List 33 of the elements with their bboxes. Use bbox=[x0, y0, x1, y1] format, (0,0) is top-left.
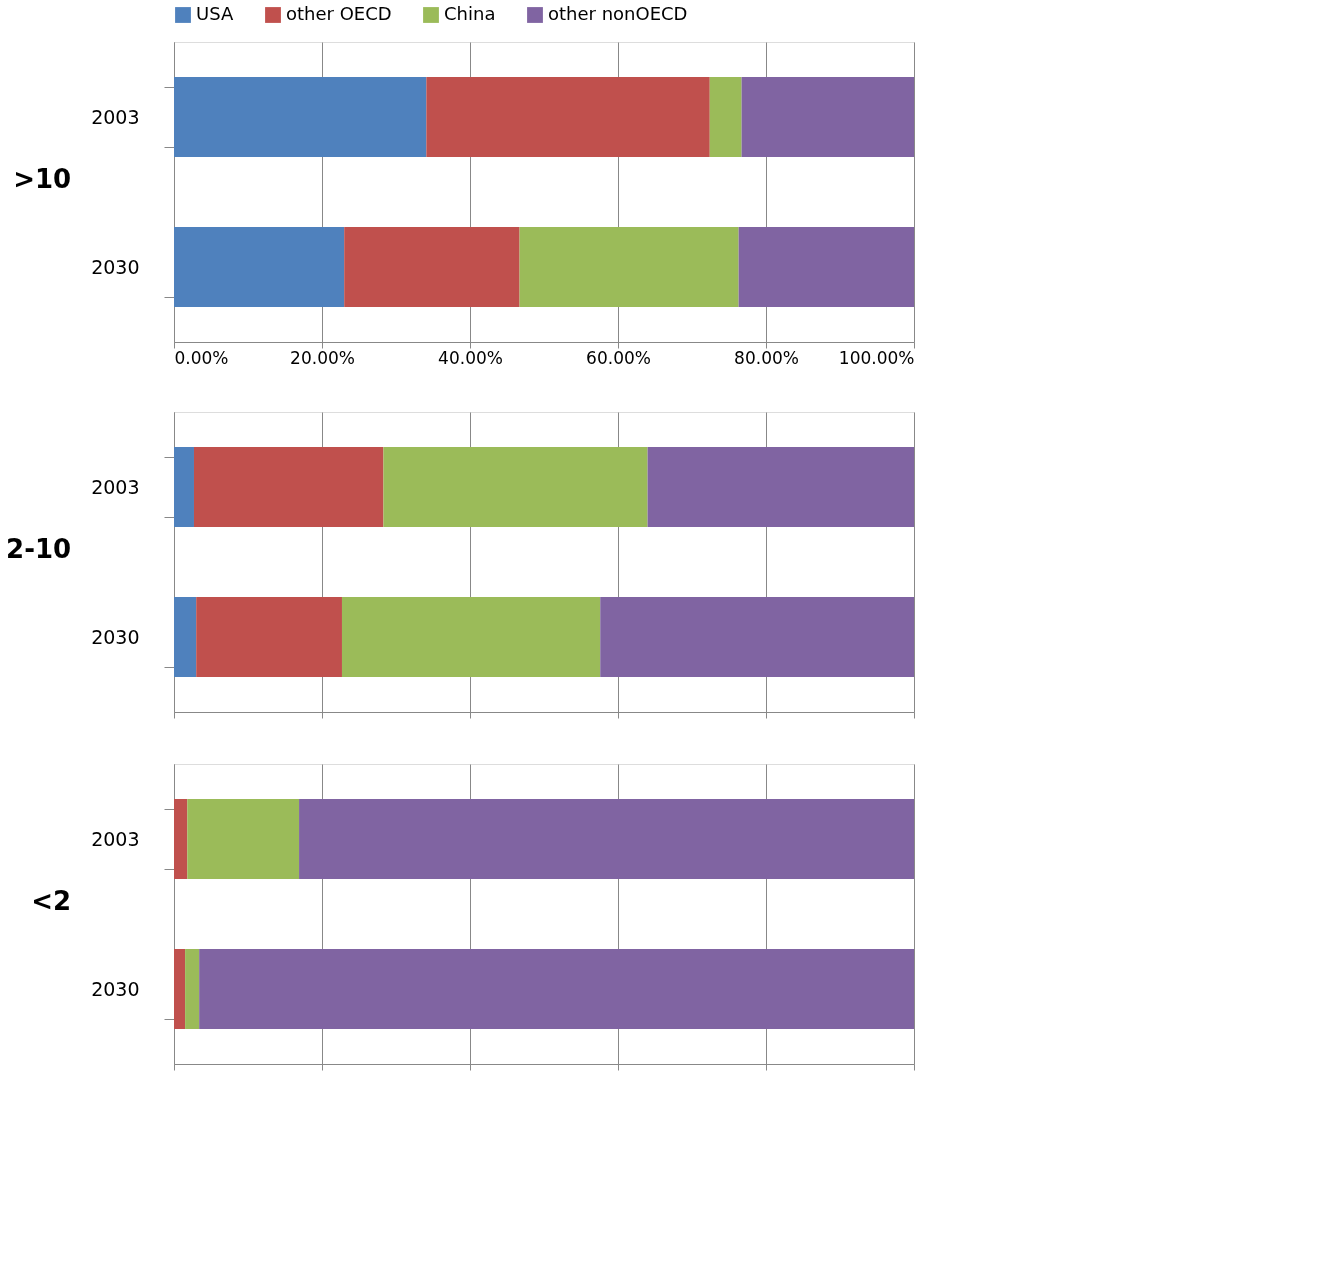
x-tick-label: 60.00% bbox=[586, 347, 651, 368]
bar bbox=[187, 799, 300, 879]
x-tick-label: 40.00% bbox=[438, 347, 503, 368]
y-tick-label: 2030 bbox=[91, 977, 140, 1000]
x-tick-label: 100.00% bbox=[838, 347, 915, 368]
legend-label: USA bbox=[196, 3, 234, 24]
bar bbox=[199, 949, 914, 1029]
bar bbox=[174, 447, 194, 527]
bar bbox=[174, 597, 197, 677]
bar bbox=[174, 949, 186, 1029]
y-tick-label: 2030 bbox=[91, 255, 140, 278]
bar bbox=[600, 597, 914, 677]
y-tick-label: 2003 bbox=[91, 475, 140, 498]
y-axis-title: 2-10 bbox=[6, 533, 72, 564]
bar bbox=[185, 949, 200, 1029]
y-tick-label: 2003 bbox=[91, 827, 140, 850]
y-axis-title: >10 bbox=[13, 163, 72, 194]
y-axis-title: <2 bbox=[31, 885, 72, 916]
x-tick-label: 80.00% bbox=[734, 347, 799, 368]
x-tick-label: 0.00% bbox=[174, 347, 229, 368]
bar bbox=[193, 447, 384, 527]
y-tick-label: 2003 bbox=[91, 105, 140, 128]
bar bbox=[196, 597, 342, 677]
y-tick-label: 2030 bbox=[91, 625, 140, 648]
bar bbox=[299, 799, 914, 879]
bar bbox=[174, 799, 188, 879]
legend-label: China bbox=[444, 3, 496, 24]
bar bbox=[341, 597, 601, 677]
bar bbox=[647, 447, 914, 527]
x-tick-label: 20.00% bbox=[290, 347, 355, 368]
bar bbox=[383, 447, 648, 527]
legend-label: other nonOECD bbox=[548, 3, 688, 24]
legend-label: other OECD bbox=[286, 3, 392, 24]
